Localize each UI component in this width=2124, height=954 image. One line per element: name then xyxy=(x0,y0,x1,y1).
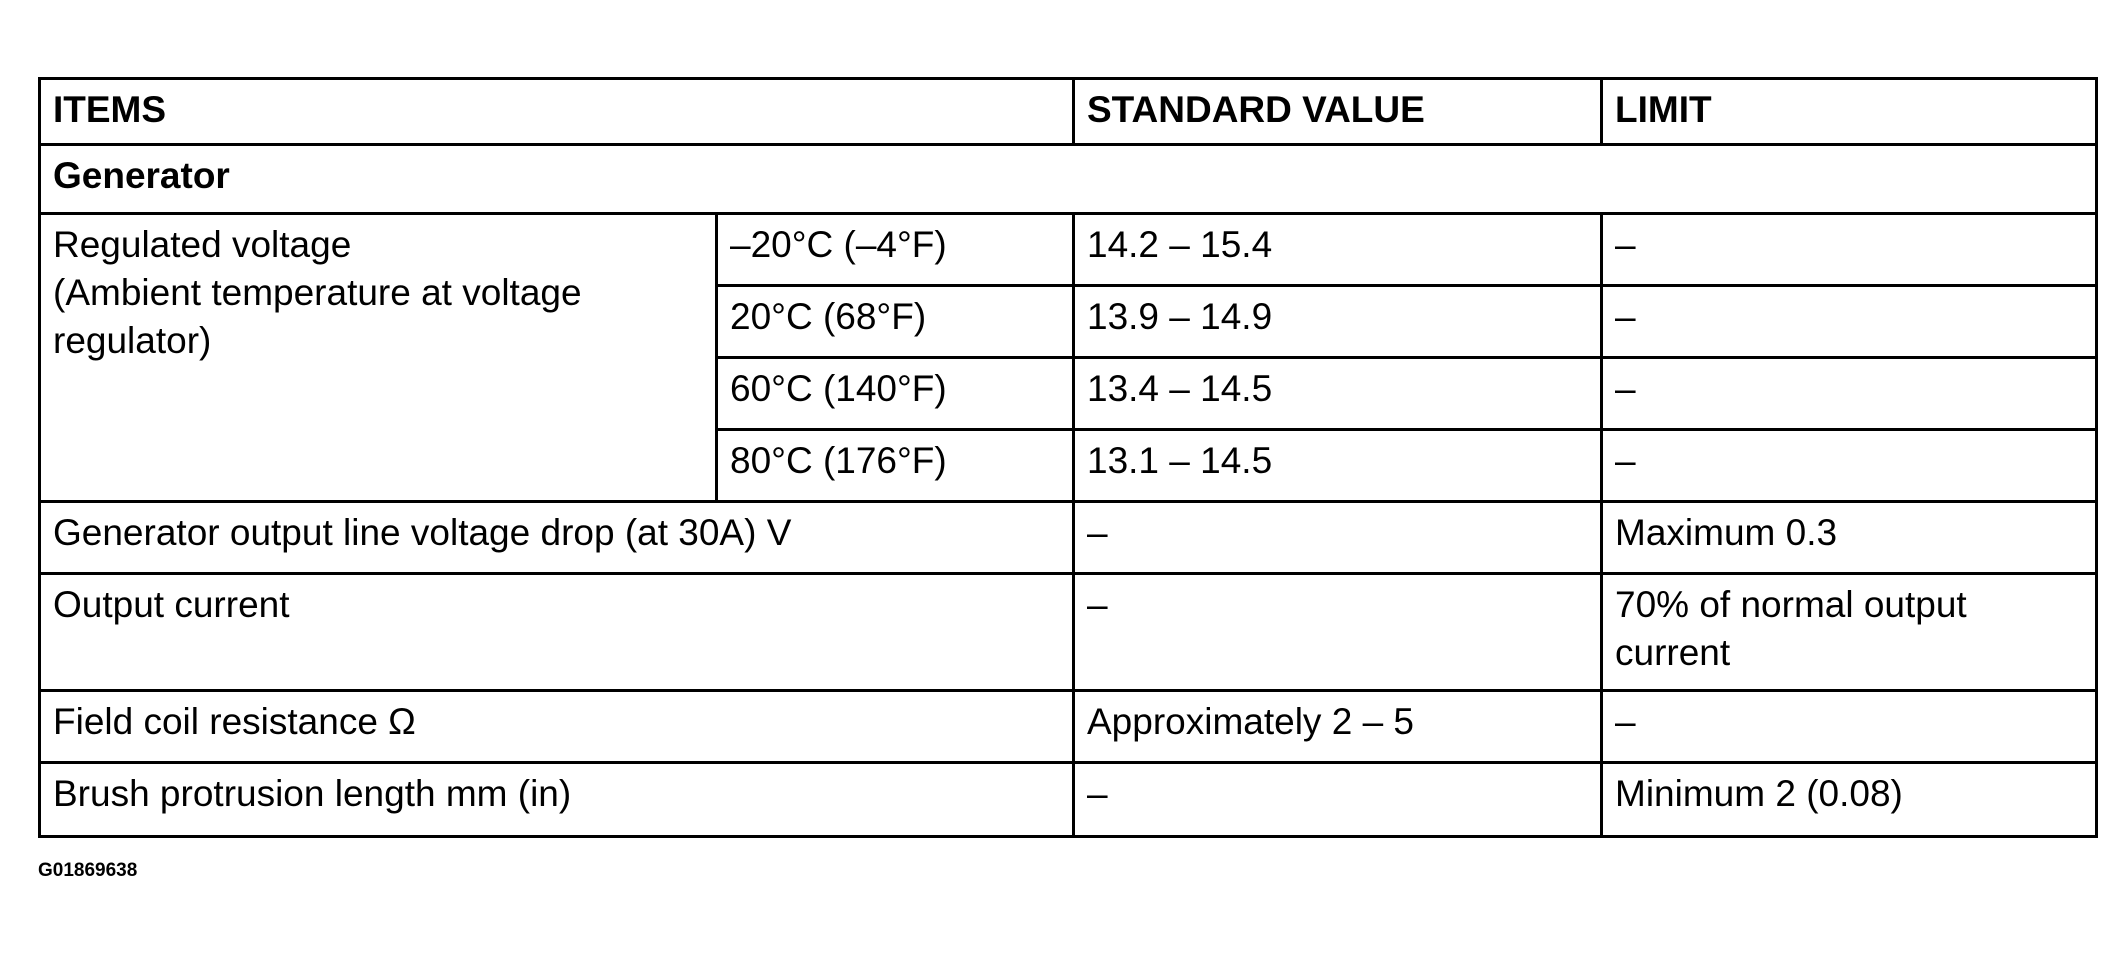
temperature-cell: 60°C (140°F) xyxy=(715,356,1075,431)
regulated-voltage-label: Regulated voltage (Ambient temperature a… xyxy=(38,212,718,503)
label-line: Regulated voltage xyxy=(53,224,352,265)
table-row: 60°C (140°F) 13.4 – 14.5 – xyxy=(40,356,2098,431)
limit-line: current xyxy=(1615,632,1731,673)
standard-cell: – xyxy=(1072,500,1603,575)
table-row: Regulated voltage (Ambient temperature a… xyxy=(38,212,2098,503)
header-items: ITEMS xyxy=(38,77,1075,146)
header-limit: LIMIT xyxy=(1600,77,2098,146)
table-row: 20°C (68°F) 13.9 – 14.9 – xyxy=(40,284,2098,359)
standard-cell: 13.4 – 14.5 xyxy=(1072,356,1603,431)
standard-cell: Approximately 2 – 5 xyxy=(1072,689,1603,764)
table-row: 80°C (176°F) 13.1 – 14.5 – xyxy=(40,428,2098,503)
limit-cell: – xyxy=(1600,356,2098,431)
limit-cell: – xyxy=(1600,284,2098,359)
label-line: (Ambient temperature at voltage xyxy=(53,272,582,313)
standard-cell: – xyxy=(1072,572,1603,692)
standard-cell: 13.9 – 14.9 xyxy=(1072,284,1603,359)
limit-cell: – xyxy=(1600,428,2098,503)
temperature-cell: –20°C (–4°F) xyxy=(715,212,1075,287)
limit-cell: – xyxy=(1600,212,2098,287)
section-row: Generator xyxy=(38,143,2098,215)
section-title: Generator xyxy=(38,143,2098,215)
table-row: Output current – 70% of normal output cu… xyxy=(38,572,2098,692)
item-cell: Field coil resistance Ω xyxy=(38,689,1075,764)
header-row: ITEMS STANDARD VALUE LIMIT xyxy=(38,77,2098,146)
temperature-cell: 80°C (176°F) xyxy=(715,428,1075,503)
item-cell: Output current xyxy=(38,572,1075,692)
standard-cell: 13.1 – 14.5 xyxy=(1072,428,1603,503)
specification-table: ITEMS STANDARD VALUE LIMIT Generator Reg… xyxy=(38,77,2098,838)
table-row: Brush protrusion length mm (in) – Minimu… xyxy=(38,761,2098,838)
table-row: Generator output line voltage drop (at 3… xyxy=(38,500,2098,575)
item-cell: Generator output line voltage drop (at 3… xyxy=(38,500,1075,575)
header-standard-value: STANDARD VALUE xyxy=(1072,77,1603,146)
limit-cell: Minimum 2 (0.08) xyxy=(1600,761,2098,838)
limit-cell: 70% of normal output current xyxy=(1600,572,2098,692)
table-row: Field coil resistance Ω Approximately 2 … xyxy=(38,689,2098,764)
limit-line: 70% of normal output xyxy=(1615,584,1967,625)
figure-id: G01869638 xyxy=(38,860,138,881)
standard-cell: 14.2 – 15.4 xyxy=(1072,212,1603,287)
limit-cell: Maximum 0.3 xyxy=(1600,500,2098,575)
limit-cell: – xyxy=(1600,689,2098,764)
item-cell: Brush protrusion length mm (in) xyxy=(38,761,1075,838)
standard-cell: – xyxy=(1072,761,1603,838)
label-line: regulator) xyxy=(53,320,212,361)
temperature-cell: 20°C (68°F) xyxy=(715,284,1075,359)
